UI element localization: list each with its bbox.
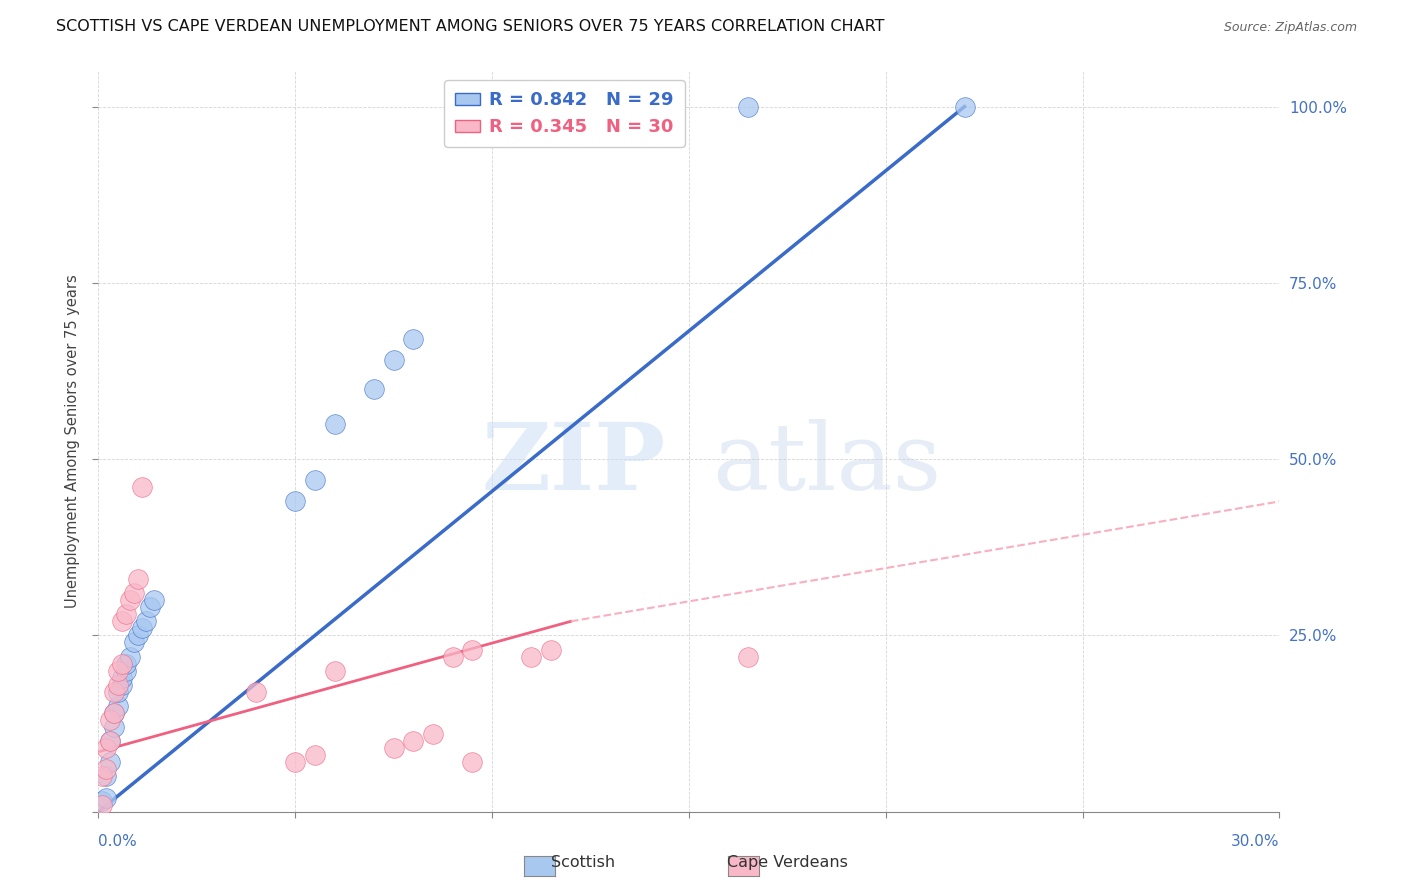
Point [122,586,145,600]
Point [122,635,145,649]
Point [382,741,405,756]
Point [304,748,326,763]
Point [91,794,114,808]
Point [103,685,125,699]
Point [96,741,118,756]
Point [96,790,118,805]
Text: ZIP: ZIP [481,418,665,508]
Point [91,797,114,812]
Point [107,685,129,699]
Point [737,649,759,664]
Point [953,100,976,114]
Point [103,706,125,720]
Point [127,628,149,642]
Text: atlas: atlas [713,418,942,508]
Point [323,417,346,431]
Point [402,332,425,346]
Point [737,100,759,114]
Point [422,727,444,741]
Point [107,678,129,692]
Point [115,664,138,678]
Point [138,600,160,615]
Point [142,593,165,607]
Point [461,756,484,770]
Y-axis label: Unemployment Among Seniors over 75 years: Unemployment Among Seniors over 75 years [65,275,80,608]
Point [96,763,118,777]
Text: SCOTTISH VS CAPE VERDEAN UNEMPLOYMENT AMONG SENIORS OVER 75 YEARS CORRELATION CH: SCOTTISH VS CAPE VERDEAN UNEMPLOYMENT AM… [56,20,884,34]
Text: 0.0%: 0.0% [98,834,138,848]
Point [111,657,134,671]
Point [91,769,114,783]
Point [107,698,129,713]
Text: Scottish: Scottish [551,855,616,870]
Point [304,473,326,487]
Point [118,649,141,664]
Point [363,382,385,396]
Point [98,756,121,770]
Point [127,572,149,586]
Point [638,106,661,120]
Point [131,480,153,494]
Point [284,756,307,770]
Text: Source: ZipAtlas.com: Source: ZipAtlas.com [1223,21,1357,34]
Point [284,494,307,508]
Point [115,657,138,671]
Point [111,615,134,629]
Point [118,593,141,607]
Point [135,615,157,629]
Point [441,649,464,664]
Point [98,734,121,748]
Point [115,607,138,622]
Point [131,621,153,635]
Point [98,734,121,748]
Point [111,671,134,685]
Legend: R = 0.842   N = 29, R = 0.345   N = 30: R = 0.842 N = 29, R = 0.345 N = 30 [444,80,685,147]
Point [111,678,134,692]
Point [461,642,484,657]
Point [323,664,346,678]
Point [103,706,125,720]
Text: Cape Verdeans: Cape Verdeans [727,855,848,870]
Point [103,720,125,734]
Point [107,664,129,678]
Point [402,734,425,748]
Point [520,649,543,664]
Point [540,642,562,657]
Point [96,769,118,783]
Point [98,713,121,727]
Point [382,353,405,368]
Text: 30.0%: 30.0% [1232,834,1279,848]
Point [245,685,267,699]
